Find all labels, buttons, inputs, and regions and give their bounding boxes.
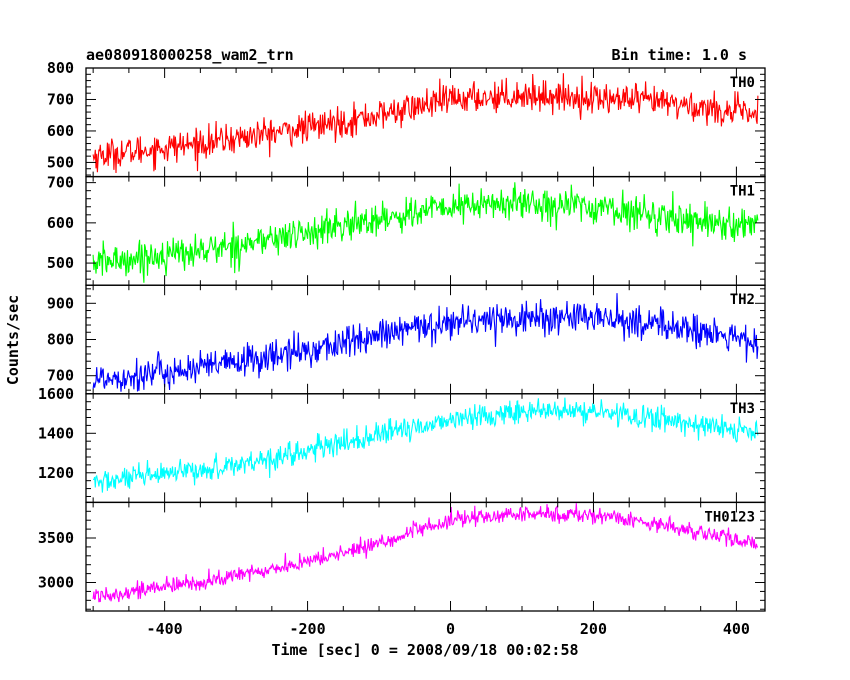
- y-tick-label: 700: [47, 174, 74, 192]
- y-tick-label: 3500: [38, 529, 74, 547]
- y-tick-label: 3000: [38, 574, 74, 592]
- y-tick-label: 600: [47, 214, 74, 232]
- x-tick-label: -200: [290, 620, 326, 638]
- panel-frame-th0123: [85, 501, 766, 612]
- panel-label-th3: TH3: [730, 401, 755, 417]
- y-tick-label: 800: [47, 59, 74, 77]
- y-axis-label: Counts/sec: [4, 295, 22, 385]
- y-tick-label: 900: [47, 294, 74, 312]
- panel-frame-th3: [85, 393, 766, 504]
- series-line-th2: [92, 293, 759, 392]
- y-tick-label: 600: [47, 122, 74, 140]
- panel-frame-th0: [85, 67, 766, 178]
- y-tick-label: 500: [47, 254, 74, 272]
- y-tick-label: 700: [47, 367, 74, 385]
- x-tick-label: 200: [580, 620, 607, 638]
- series-line-th3: [93, 397, 759, 493]
- panel-frame-th1: [85, 175, 766, 286]
- series-line-th0: [92, 73, 759, 174]
- chart-title-left: ae080918000258_wam2_trn: [86, 46, 294, 64]
- y-tick-label: 700: [47, 90, 74, 108]
- panel-label-th1: TH1: [730, 184, 755, 200]
- series-line-th1: [92, 182, 759, 283]
- x-tick-label: 400: [723, 620, 750, 638]
- y-tick-label: 1400: [38, 424, 74, 442]
- panel-label-th0123: TH0123: [704, 509, 755, 525]
- series-line-th0123: [92, 503, 759, 603]
- y-tick-label: 800: [47, 331, 74, 349]
- panel-label-th2: TH2: [730, 292, 755, 308]
- chart-title-right: Bin time: 1.0 s: [612, 46, 747, 64]
- x-tick-label: 0: [446, 620, 455, 638]
- panels-group: 500 600 700 800 TH0 500 600 700 TH1 700 800 900 TH2 1…: [38, 59, 766, 638]
- y-tick-label: 1600: [38, 385, 74, 403]
- panel-label-th0: TH0: [730, 75, 755, 91]
- x-tick-label: -400: [147, 620, 183, 638]
- x-axis-label: Time [sec] 0 = 2008/09/18 00:02:58: [271, 641, 578, 659]
- y-tick-label: 500: [47, 153, 74, 171]
- y-tick-label: 1200: [38, 464, 74, 482]
